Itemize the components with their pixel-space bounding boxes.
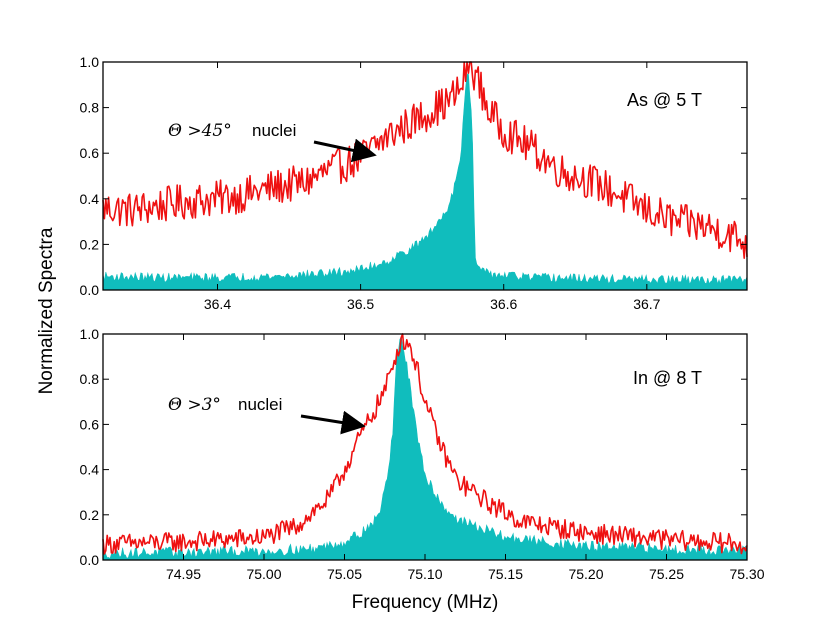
bottom-x-tick-label: 75.10	[407, 566, 442, 582]
top-annotation-arrow	[313, 138, 377, 163]
top-y-tick-label: 0.8	[80, 100, 100, 116]
top-filled-series-group	[102, 72, 748, 291]
top-panel: 36.4 36.5 36.6 36.7 0.0 0.2 0.4 0.6 0.8 1.0 As @…	[80, 54, 748, 312]
top-line-series-theta-nuclei	[102, 61, 748, 259]
top-x-tick-label: 36.6	[490, 296, 517, 312]
top-line-series-group	[102, 61, 748, 259]
y-axis-label: Normalized Spectra	[36, 227, 57, 394]
bottom-x-tick-label: 75.15	[488, 566, 523, 582]
bottom-x-tick-label: 75.00	[246, 566, 281, 582]
top-x-tick-label: 36.4	[204, 296, 231, 312]
bottom-x-tick-label: 75.30	[729, 566, 764, 582]
bottom-panel-label: In @ 8 T	[633, 368, 702, 388]
top-y-tick-label: 0.0	[80, 282, 100, 298]
bottom-filled-series-all-nuclei	[102, 335, 748, 561]
x-axis-label: Frequency (MHz)	[352, 592, 499, 613]
bottom-x-tick-label: 74.95	[166, 566, 201, 582]
top-annotation-theta: Θ >45°	[168, 121, 232, 141]
bottom-panel: 74.95 75.00 75.05 75.10 75.15 75.20 75.25 75.30…	[80, 326, 765, 582]
top-x-tick-label: 36.7	[633, 296, 660, 312]
bottom-y-tick-label: 0.0	[80, 552, 100, 568]
bottom-y-ticks: 0.0 0.2 0.4 0.6 0.8 1.0	[80, 326, 747, 568]
bottom-x-tick-label: 75.05	[327, 566, 362, 582]
bottom-filled-series-group	[102, 335, 748, 561]
bottom-annotation-arrow	[300, 410, 366, 435]
bottom-line-series-group	[102, 333, 748, 555]
top-annotation-text: nuclei	[252, 121, 296, 140]
bottom-x-ticks: 74.95 75.00 75.05 75.10 75.15 75.20 75.25 75.30	[166, 334, 765, 582]
top-y-tick-label: 1.0	[80, 54, 100, 70]
top-y-tick-label: 0.6	[80, 145, 100, 161]
top-x-tick-label: 36.5	[347, 296, 374, 312]
bottom-annotation-theta: Θ >3°	[168, 395, 221, 415]
bottom-line-series-theta-nuclei	[102, 333, 748, 555]
top-y-ticks: 0.0 0.2 0.4 0.6 0.8 1.0	[80, 54, 747, 298]
top-panel-label: As @ 5 T	[627, 90, 702, 110]
bottom-y-tick-label: 0.8	[80, 371, 100, 387]
bottom-y-tick-label: 0.4	[80, 462, 100, 478]
bottom-x-tick-label: 75.20	[568, 566, 603, 582]
top-y-tick-label: 0.4	[80, 191, 100, 207]
top-axes-frame	[102, 61, 748, 291]
top-y-tick-label: 0.2	[80, 236, 100, 252]
top-filled-series-all-nuclei	[102, 72, 748, 291]
bottom-y-tick-label: 0.2	[80, 507, 100, 523]
bottom-y-tick-label: 1.0	[80, 326, 100, 342]
bottom-x-tick-label: 75.25	[649, 566, 684, 582]
top-x-ticks: 36.4 36.5 36.6 36.7	[204, 62, 661, 312]
bottom-y-tick-label: 0.6	[80, 416, 100, 432]
bottom-annotation-text: nuclei	[238, 395, 282, 414]
